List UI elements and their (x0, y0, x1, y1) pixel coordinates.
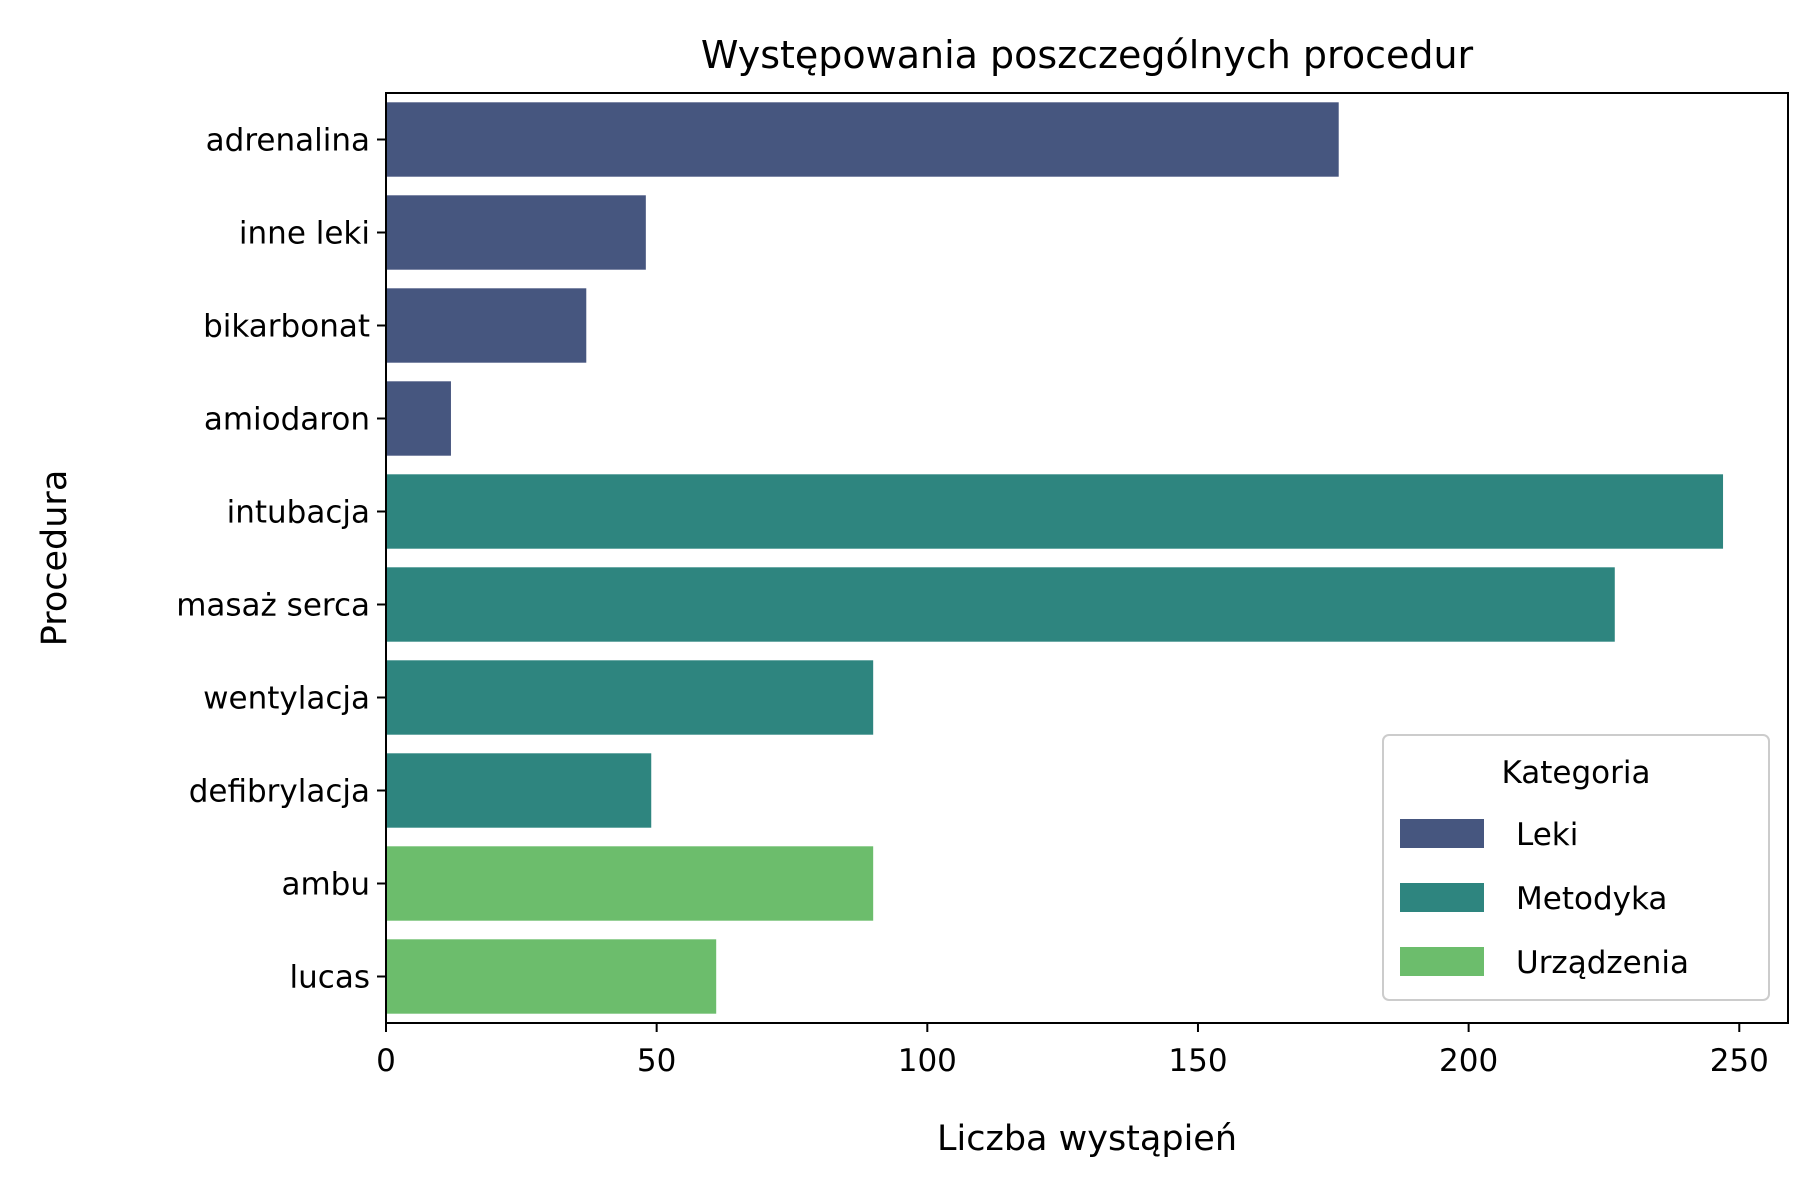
y-tick-label: masaż serca (176, 588, 370, 624)
legend-frame (1382, 734, 1770, 1001)
y-tick-label: adrenalina (206, 123, 370, 159)
legend: Kategoria Leki Metodyka Urządzenia (1382, 734, 1770, 1001)
y-tick-label: bikarbonat (203, 309, 370, 345)
bar-ambu (386, 846, 874, 921)
plot-frame (385, 92, 1789, 1024)
bar-inne-leki (386, 195, 646, 270)
legend-swatch (1400, 947, 1484, 976)
y-tick-label: wentylacja (203, 681, 370, 717)
bars-group (386, 102, 1724, 1014)
legend-swatch (1400, 819, 1484, 848)
x-tick-label: 0 (376, 1043, 396, 1079)
bar-masaż-serca (386, 567, 1615, 642)
y-tick-label: ambu (281, 867, 370, 903)
chart-title: Występowania poszczególnych procedur (701, 33, 1474, 77)
bar-adrenalina (386, 102, 1339, 177)
bar-wentylacja (386, 660, 874, 735)
bar-intubacja (386, 474, 1724, 549)
x-tick-label: 100 (898, 1043, 957, 1079)
y-tick-label: inne leki (239, 216, 370, 252)
y-tick-label: defibrylacja (189, 774, 370, 810)
y-axis: adrenalina inne leki bikarbonat amiodaron in… (176, 123, 386, 996)
y-axis-label: Procedura (35, 470, 75, 647)
x-tick-label: 50 (637, 1043, 676, 1079)
legend-entry-label: Metodyka (1516, 881, 1667, 917)
bar-amiodaron (386, 381, 451, 456)
y-tick-label: amiodaron (204, 402, 370, 438)
legend-entry-label: Urządzenia (1516, 945, 1689, 981)
legend-swatch (1400, 883, 1484, 912)
legend-entry-label: Leki (1516, 817, 1578, 853)
y-tick-label: intubacja (227, 495, 370, 531)
x-axis-label: Liczba wystąpień (937, 1119, 1237, 1159)
bar-bikarbonat (386, 288, 587, 363)
bar-defibrylacja (386, 753, 652, 828)
bar-lucas (386, 939, 717, 1014)
y-tick-label: lucas (290, 960, 370, 996)
x-tick-label: 250 (1710, 1043, 1769, 1079)
x-tick-label: 200 (1439, 1043, 1498, 1079)
x-tick-label: 150 (1168, 1043, 1227, 1079)
x-axis: 0 50 100 150 200 250 (376, 1023, 1769, 1079)
legend-title: Kategoria (1501, 755, 1650, 791)
